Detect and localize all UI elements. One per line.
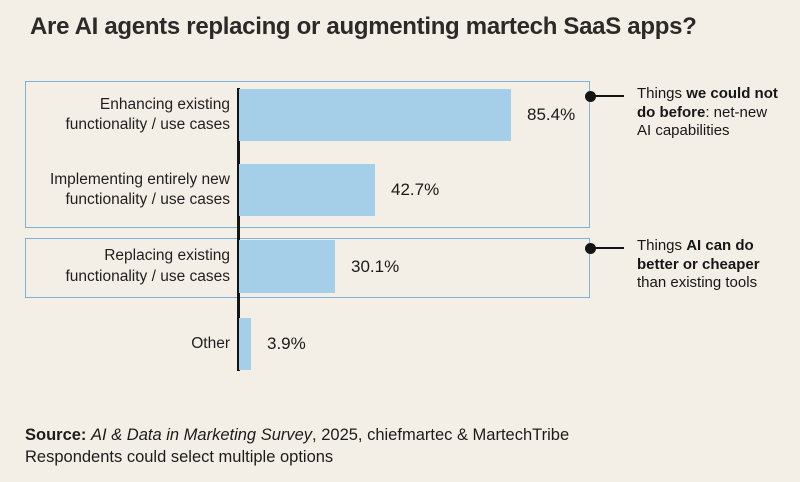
connector-line-group1 xyxy=(590,95,624,97)
annotation-line: better or cheaper xyxy=(637,256,797,275)
axis-baseline xyxy=(237,88,240,371)
value-label-other: 3.9% xyxy=(267,334,306,353)
group-box-replacement xyxy=(25,238,590,298)
annotation-line: Things we could not xyxy=(637,85,797,104)
category-label-replacing-existing: Replacing existing functionality / use c… xyxy=(65,247,230,285)
value-label-implementing-new: 42.7% xyxy=(391,180,440,199)
text-segment: Things xyxy=(637,237,687,254)
connector-line-group2 xyxy=(590,247,624,249)
text-segment: AI & Data in Marketing Survey xyxy=(91,426,313,444)
value-label-enhancing-existing: 85.4% xyxy=(527,105,576,124)
bar-enhancing-existing xyxy=(239,89,511,141)
text-segment: AI capabilities xyxy=(637,122,730,139)
chart-title: Are AI agents replacing or augmenting ma… xyxy=(30,13,697,40)
source-line-1: Source: AI & Data in Marketing Survey, 2… xyxy=(25,424,569,446)
bar-other xyxy=(239,318,251,370)
source-note: Source: AI & Data in Marketing Survey, 2… xyxy=(25,424,569,468)
text-segment: Source: xyxy=(25,426,87,444)
bar-replacing-existing xyxy=(239,240,335,293)
text-segment: : net-new xyxy=(705,103,768,121)
annotation-net-new-capabilities: Things we could not do before: net-new AI … xyxy=(637,85,797,141)
category-label-enhancing-existing: Enhancing existing functionality / use c… xyxy=(65,95,230,133)
category-label-implementing-new: Implementing entirely new functionality … xyxy=(49,170,230,208)
annotation-better-or-cheaper: Things AI can do better or cheaper than ex… xyxy=(637,237,797,293)
value-label-replacing-existing: 30.1% xyxy=(351,256,400,276)
annotation-line: do before: net-new xyxy=(637,104,797,123)
annotation-line: AI capabilities xyxy=(637,122,797,141)
bar-implementing-new xyxy=(239,164,375,216)
category-label-other: Other xyxy=(191,334,230,352)
source-line-2: Respondents could select multiple option… xyxy=(25,448,334,466)
text-segment: than existing tools xyxy=(637,274,758,291)
text-segment: do before xyxy=(637,103,706,121)
group-box-net-new-capabilities xyxy=(25,81,590,228)
text-segment: better or cheaper xyxy=(637,255,760,273)
text-segment: AI can do xyxy=(686,237,754,254)
annotation-line: than existing tools xyxy=(637,274,797,293)
text-segment: we could not xyxy=(686,85,778,102)
text-segment: Things xyxy=(637,85,687,102)
annotation-line: Things AI can do xyxy=(637,237,797,256)
text-segment: , 2025, chiefmartec & MartechTribe xyxy=(312,426,570,444)
